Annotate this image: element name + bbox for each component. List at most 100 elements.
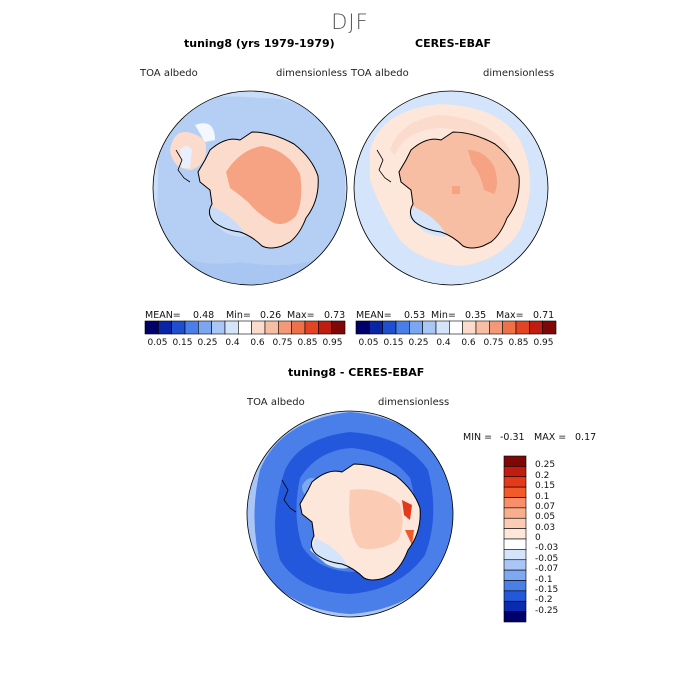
panel1-colorbar-tick-label: 0.25 xyxy=(197,338,218,348)
panel2-colorbar-swatch xyxy=(409,320,423,335)
panel1-colorbar-tick-label: 0.85 xyxy=(297,338,318,348)
panel3-colorbar-swatch xyxy=(503,600,527,612)
panel3-colorbar-swatch xyxy=(503,590,527,602)
panel1-colorbar-swatch xyxy=(224,320,239,335)
panel3-max-value: 0.17 xyxy=(575,432,597,443)
season-title: DJF xyxy=(331,10,369,34)
panel1-title: tuning8 (yrs 1979-1979) xyxy=(184,37,335,50)
panel1-colorbar-swatch xyxy=(238,320,252,335)
panel1-colorbar-swatch xyxy=(331,320,346,335)
panel2-colorbar-tick-label: 0.05 xyxy=(358,338,379,348)
panel2-colorbar-swatch xyxy=(462,320,477,335)
panel3-max-label: MAX = xyxy=(534,432,567,443)
panel1-colorbar-swatch xyxy=(291,320,306,335)
panel2-colorbar-swatch xyxy=(435,320,450,335)
panel3-colorbar-swatch xyxy=(503,486,527,498)
panel1-colorbar-swatch xyxy=(144,320,159,335)
panel3-colorbar-swatch xyxy=(503,580,527,592)
panel2-colorbar-swatch xyxy=(355,320,370,335)
panel3-field xyxy=(247,411,453,617)
panel3-colorbar-tick-label: -0.05 xyxy=(535,553,559,564)
panel1-min-value: 0.26 xyxy=(260,310,282,321)
panel3-colorbar-swatch xyxy=(503,507,527,519)
panel1-colorbar-swatch xyxy=(251,320,266,335)
panel3-var-label: TOA albedo xyxy=(247,397,305,408)
panel2-colorbar-swatch xyxy=(395,320,410,335)
panel2-colorbar-swatch xyxy=(502,320,517,335)
panel1-colorbar-swatch xyxy=(171,320,186,335)
panel1-units: dimensionless xyxy=(276,68,348,79)
panel3-colorbar-tick-label: -0.2 xyxy=(535,595,553,606)
panel3-colorbar-swatch xyxy=(503,611,527,623)
panel2-colorbar-swatch xyxy=(489,320,503,335)
panel3-colorbar-tick-label: 0.03 xyxy=(535,522,556,533)
panel2-max-label: Max= xyxy=(496,310,524,321)
panel3-colorbar-swatch xyxy=(503,466,527,478)
panel3-colorbar-tick-label: 0.07 xyxy=(535,501,556,512)
panel1-max-value: 0.73 xyxy=(324,310,346,321)
panel3-units: dimensionless xyxy=(378,397,450,408)
panel2-max-value: 0.71 xyxy=(533,310,555,321)
panel3-min-value: -0.31 xyxy=(500,432,525,443)
panel3-colorbar-tick-label: 0 xyxy=(535,533,541,543)
panel3-colorbar-tick-label: -0.07 xyxy=(535,564,559,575)
panel2-colorbar-tick-label: 0.15 xyxy=(383,338,404,348)
panel3-colorbar-swatch xyxy=(503,569,527,581)
panel2-colorbar-swatch xyxy=(422,320,437,335)
panel3-colorbar-swatch xyxy=(503,528,527,540)
panel2-min-label: Min= xyxy=(431,310,456,321)
panel2-colorbar-swatch xyxy=(449,320,463,335)
panel1-colorbar-swatch xyxy=(211,320,226,335)
panel2-colorbar-swatch xyxy=(369,320,383,335)
panel3-colorbar-tick-label: -0.03 xyxy=(535,543,559,554)
panel2-colorbar-swatch xyxy=(382,320,397,335)
panel1-colorbar-tick-label: 0.4 xyxy=(225,338,240,348)
panel1-field xyxy=(153,91,347,285)
panel1-colorbar xyxy=(144,320,346,335)
panel3-colorbar-swatch xyxy=(503,476,527,488)
panel1-mean-value: 0.48 xyxy=(193,310,215,321)
panel1-colorbar-swatch xyxy=(184,320,199,335)
panel1-colorbar-swatch xyxy=(264,320,279,335)
panel2-colorbar-tick-label: 0.85 xyxy=(508,338,529,348)
panel3-colorbar-tick-label: 0.1 xyxy=(535,491,550,502)
panel1-mean-label: MEAN= xyxy=(145,310,181,321)
panel3-colorbar-swatch xyxy=(503,455,527,467)
panel2-colorbar-swatch xyxy=(475,320,490,335)
panel3-colorbar-swatch xyxy=(503,538,527,550)
panel1-colorbar-swatch xyxy=(278,320,292,335)
panel3-colorbar-tick-label: -0.1 xyxy=(535,574,553,585)
panel2-colorbar-swatch xyxy=(515,320,530,335)
panel3-colorbar-tick-label: 0.05 xyxy=(535,512,556,523)
panel2-colorbar-swatch xyxy=(529,320,543,335)
panel3-colorbar-tick-label: 0.25 xyxy=(535,460,556,471)
panel2-colorbar xyxy=(355,320,557,335)
panel1-colorbar-tick-label: 0.05 xyxy=(147,338,168,348)
panel2-title: CERES-EBAF xyxy=(415,37,491,50)
panel3-title: tuning8 - CERES-EBAF xyxy=(288,366,425,379)
panel3-colorbar-tick-label: -0.15 xyxy=(535,584,559,595)
panel1-colorbar-swatch xyxy=(198,320,212,335)
panel1-colorbar-tick-label: 0.6 xyxy=(250,338,265,348)
panel2-colorbar-tick-label: 0.75 xyxy=(483,338,504,348)
panel3-min-label: MIN = xyxy=(463,432,493,443)
panel3-colorbar-tick-label: 0.15 xyxy=(535,481,556,492)
panel1-colorbar-tick-label: 0.15 xyxy=(172,338,193,348)
panel1-colorbar-tick-label: 0.95 xyxy=(322,338,343,348)
panel2-colorbar-swatch xyxy=(542,320,557,335)
panel2-colorbar-tick-label: 0.95 xyxy=(533,338,554,348)
panel3-colorbar-swatch xyxy=(503,549,527,561)
panel1-max-label: Max= xyxy=(287,310,315,321)
panel1-colorbar-swatch xyxy=(318,320,332,335)
panel2-colorbar-tick-label: 0.25 xyxy=(408,338,429,348)
panel2-colorbar-tick-label: 0.6 xyxy=(461,338,476,348)
panel3-colorbar-swatch xyxy=(503,497,527,509)
panel1-var-label: TOA albedo xyxy=(140,68,198,79)
panel2-var-label: TOA albedo xyxy=(351,68,409,79)
panel1-colorbar-swatch xyxy=(304,320,319,335)
panel3-colorbar-tick-label: -0.25 xyxy=(535,605,559,616)
panel2-units: dimensionless xyxy=(483,68,555,79)
panel1-colorbar-swatch xyxy=(158,320,172,335)
panel2-field xyxy=(354,91,548,285)
panel2-colorbar-tick-label: 0.4 xyxy=(436,338,451,348)
